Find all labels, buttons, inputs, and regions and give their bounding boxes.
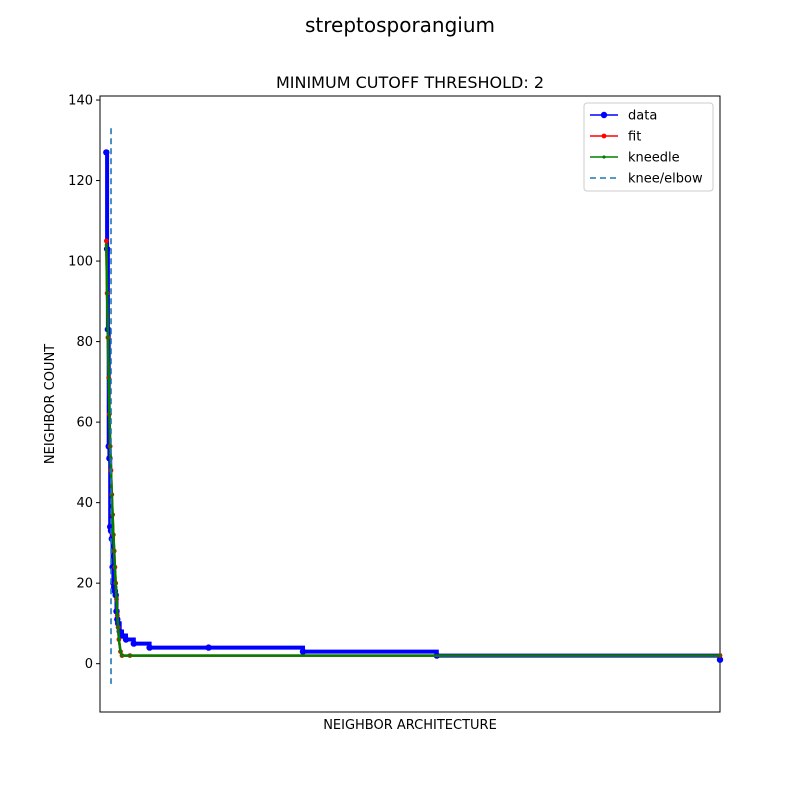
legend: data fit kneedle knee/elbow <box>583 102 714 192</box>
point-kneedle <box>117 637 121 642</box>
x-axis-label: NEIGHBOR ARCHITECTURE <box>323 718 497 733</box>
y-tick-label: 0 <box>85 657 93 672</box>
point-data <box>118 632 126 639</box>
legend-label: fit <box>628 130 641 145</box>
point-kneedle <box>128 654 132 658</box>
point-kneedle <box>114 581 118 585</box>
point-kneedle <box>113 565 117 569</box>
legend-marker <box>601 133 607 139</box>
point-data <box>103 149 110 156</box>
legend-entry: knee/elbow <box>590 172 703 187</box>
legend-entry: fit <box>590 130 641 145</box>
legend-marker <box>602 155 606 159</box>
y-tick-label: 80 <box>76 335 93 350</box>
point-kneedle <box>111 533 115 537</box>
point-data <box>299 648 307 655</box>
chart-title: MINIMUM CUTOFF THRESHOLD: 2 <box>276 73 544 92</box>
point-kneedle <box>114 597 119 601</box>
figure-suptitle: streptosporangium <box>305 13 495 37</box>
point-data <box>205 644 212 651</box>
point-kneedle <box>104 243 108 247</box>
legend-marker <box>600 111 608 119</box>
point-kneedle <box>115 613 119 618</box>
y-axis-label: NEIGHBOR COUNT <box>43 344 58 464</box>
legend-label: data <box>628 109 657 124</box>
point-fit <box>103 238 109 244</box>
y-tick-label: 40 <box>76 496 93 511</box>
legend-frame <box>583 102 714 192</box>
point-kneedle <box>112 549 116 553</box>
point-kneedle <box>108 444 112 448</box>
point-data <box>146 644 153 651</box>
point-kneedle <box>106 336 110 340</box>
y-tick-label: 120 <box>68 174 93 189</box>
point-kneedle <box>105 291 109 295</box>
y-tick-label: 20 <box>76 577 93 592</box>
point-kneedle <box>107 412 111 416</box>
legend-entry: data <box>590 109 657 124</box>
point-kneedle <box>116 625 120 630</box>
axes-frame <box>99 95 721 713</box>
series-layer <box>103 128 724 684</box>
point-data <box>130 640 137 647</box>
point-kneedle <box>120 654 124 658</box>
point-data <box>122 636 130 643</box>
legend-label: knee/elbow <box>628 172 703 187</box>
y-tick-label: 140 <box>68 94 93 109</box>
y-tick-label: 100 <box>68 255 93 270</box>
point-kneedle <box>718 654 722 658</box>
y-tick-label: 60 <box>76 416 93 431</box>
point-kneedle <box>107 376 111 380</box>
y-ticks: 0 20 40 60 80 100 120 140 <box>68 94 100 672</box>
point-kneedle <box>118 650 123 654</box>
legend-label: kneedle <box>628 151 680 166</box>
plot-area: 0 20 40 60 80 100 120 140 <box>68 94 724 713</box>
point-data <box>716 656 724 663</box>
legend-entry: kneedle <box>590 151 680 166</box>
